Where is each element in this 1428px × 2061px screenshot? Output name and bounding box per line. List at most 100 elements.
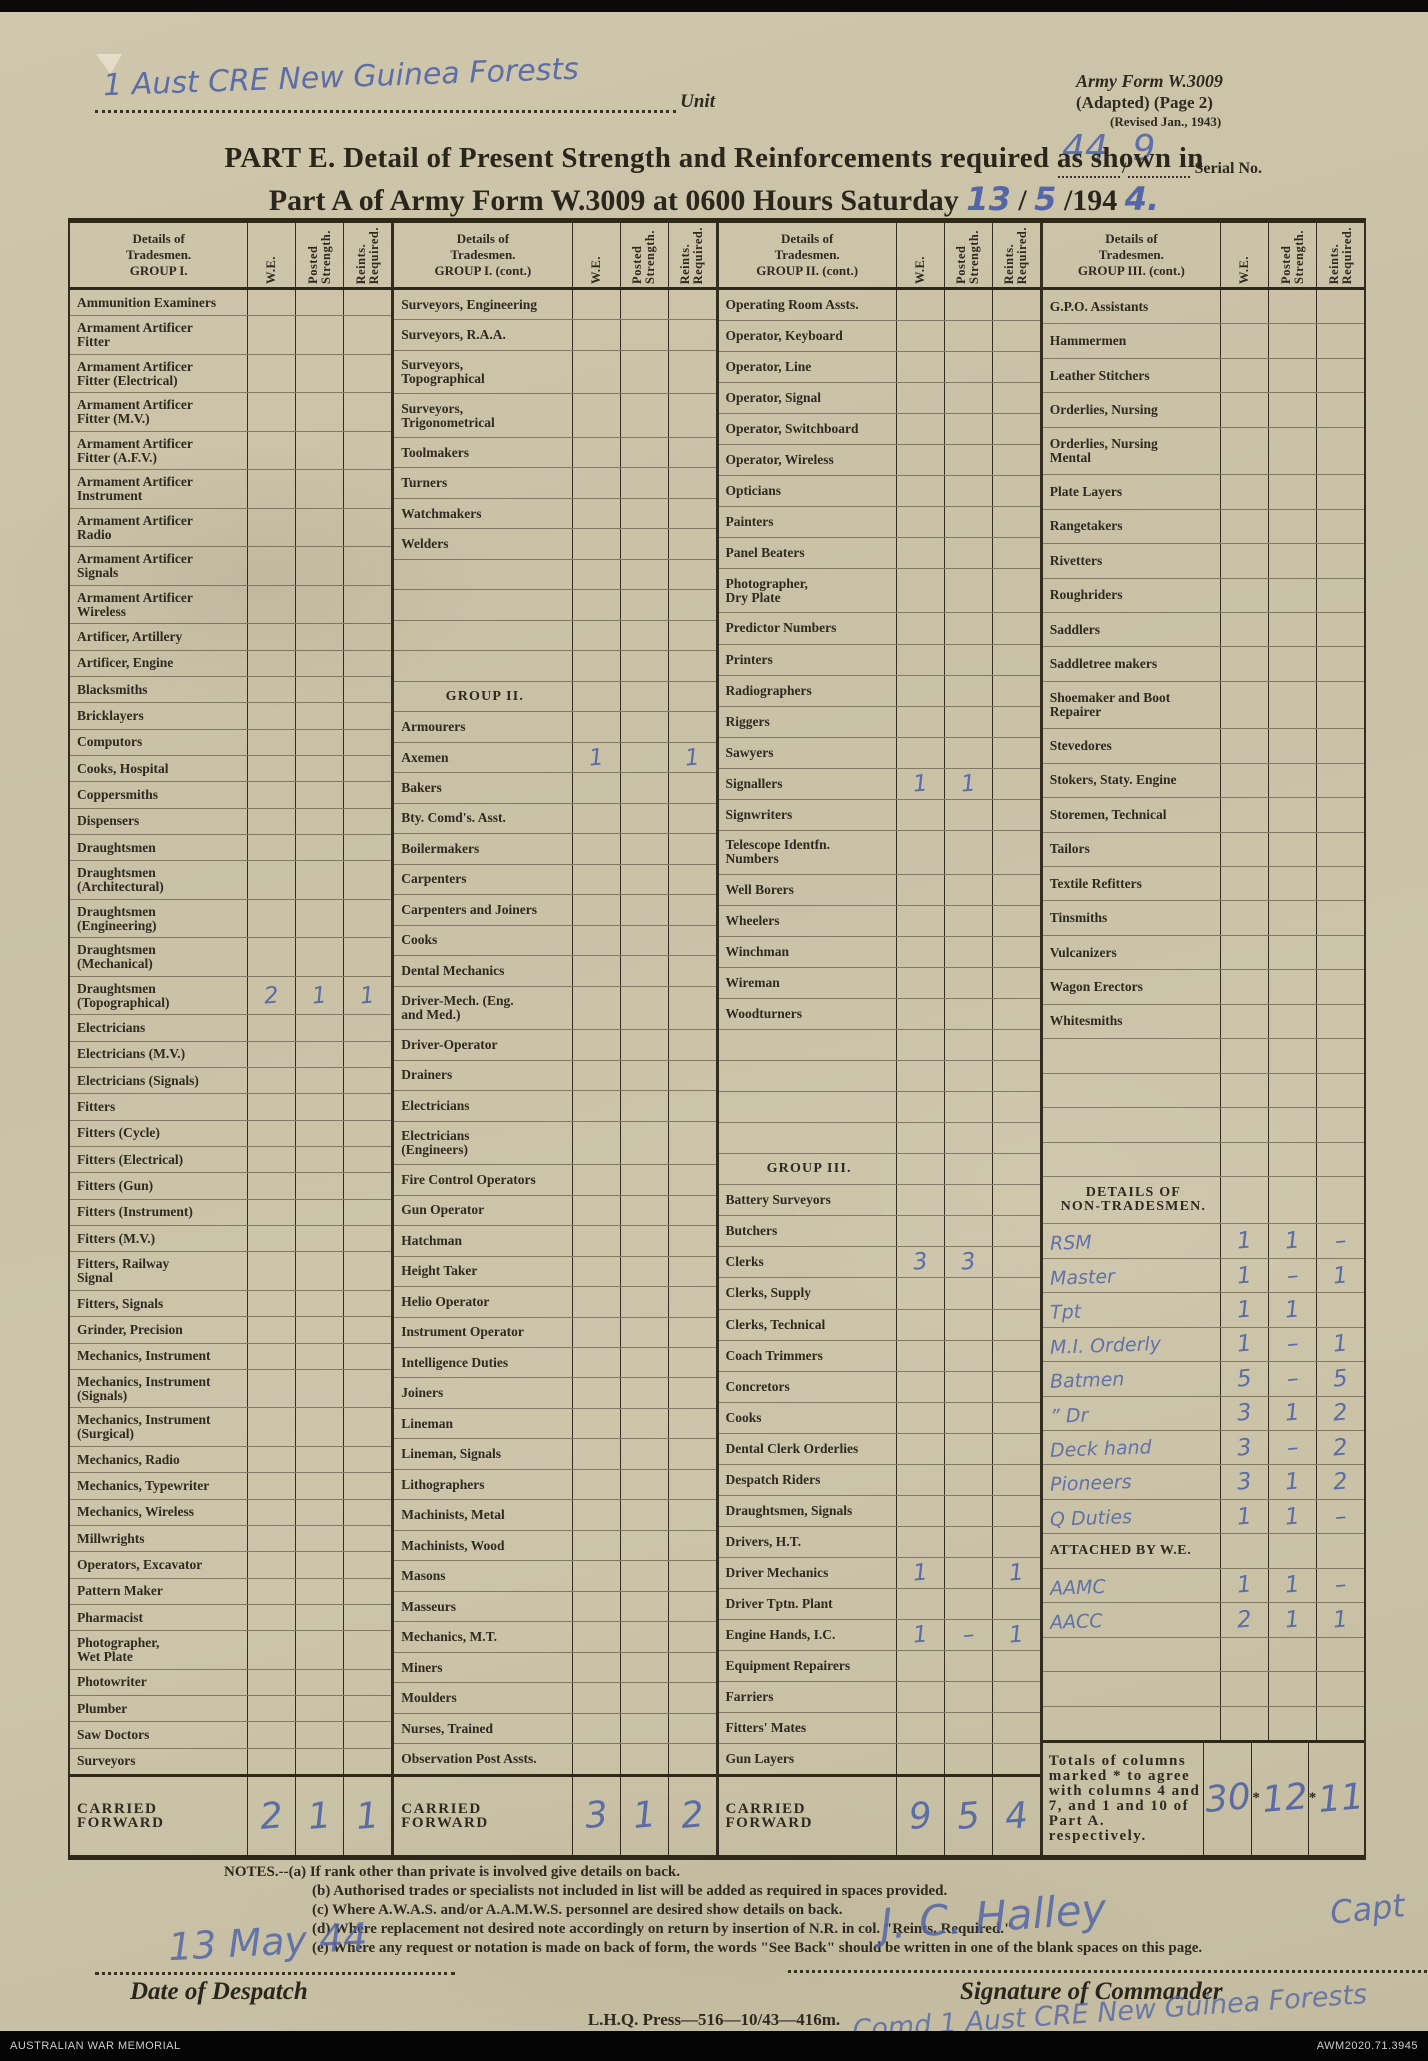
table-row: Machinists, Metal <box>394 1499 716 1530</box>
we-cell <box>247 1604 295 1631</box>
ps-cell <box>295 624 343 650</box>
ps-cell <box>1268 290 1316 324</box>
trade-label: Electricians (Engineers) <box>401 1127 470 1157</box>
blank-row <box>394 558 716 590</box>
trade-label: Carpenters <box>401 871 467 887</box>
unit-handwritten-value: 1 Aust CRE New Guinea Forests <box>102 51 580 104</box>
column-header-label: Reints. Required. <box>1002 226 1030 284</box>
trade-label: Surveyors, Engineering <box>401 296 538 312</box>
trade-label: Battery Surveyors <box>725 1192 831 1208</box>
we-cell <box>571 1530 620 1561</box>
trade-label: Armament Artificer Fitter <box>77 320 193 350</box>
rr-cell <box>343 808 391 835</box>
rr-cell <box>343 1525 391 1552</box>
ps-cell <box>295 835 343 861</box>
blank-row <box>1042 1038 1364 1073</box>
we-cell <box>247 861 295 899</box>
ps-cell <box>295 1722 343 1748</box>
trade-label: Plate Layers <box>1049 483 1123 499</box>
rr-cell: – <box>1316 1568 1364 1603</box>
trade-label <box>1043 1143 1220 1176</box>
we-cell <box>247 316 295 354</box>
trade-label: Despatch Riders <box>725 1471 821 1487</box>
table-row: Fitters (Gun) <box>70 1172 392 1199</box>
ps-cell <box>619 1317 668 1347</box>
handwritten-value: 1 <box>1284 1503 1301 1531</box>
ps-cell <box>943 1433 992 1464</box>
rr-cell <box>343 354 391 393</box>
rr-cell <box>1316 729 1364 763</box>
trade-label: Lithographers <box>401 1476 485 1492</box>
table-row: Armament Artificer Radio <box>70 507 392 547</box>
rr-cell <box>667 651 716 681</box>
handwritten-value: 1 <box>683 743 701 772</box>
rr-cell <box>667 1561 716 1591</box>
we-cell <box>895 538 944 569</box>
rr-cell <box>667 468 716 498</box>
carried-forward-label: CARRIED FORWARD <box>725 1801 813 1832</box>
ps-cell <box>1268 1073 1316 1108</box>
ps-cell <box>943 1340 992 1371</box>
we-cell <box>1220 290 1268 324</box>
handwritten-value: 3 <box>911 1248 929 1277</box>
handwritten-value: 2 <box>263 982 281 1010</box>
we-cell: 3 <box>1220 1431 1268 1465</box>
rr-cell <box>991 476 1040 507</box>
rr-cell <box>667 1439 716 1469</box>
section-header: GROUP II. <box>445 688 525 704</box>
table-row: Cooks <box>394 924 716 956</box>
rr-cell <box>667 1317 716 1347</box>
table-row: Q Duties 1 1 – <box>1042 1498 1364 1534</box>
we-cell <box>571 1744 620 1774</box>
trade-label: Printers <box>725 651 773 667</box>
trade-label: Driver Mechanics <box>725 1564 829 1580</box>
we-cell <box>1220 324 1268 358</box>
trade-label: Computors <box>77 734 143 750</box>
notes-block: NOTES.--(a) If rank other than private i… <box>224 1863 1334 1958</box>
ps-cell <box>295 1578 343 1604</box>
ps-cell <box>943 538 992 569</box>
handwritten-value: 3 <box>1236 1399 1253 1427</box>
table-row: Intelligence Duties <box>394 1346 716 1378</box>
rr-cell <box>343 1473 391 1499</box>
rr-cell <box>667 956 716 986</box>
ps-cell <box>295 1343 343 1369</box>
ps-cell <box>943 507 992 538</box>
ps-cell <box>295 585 343 624</box>
handwritten-value: 3 <box>959 1248 977 1277</box>
table-row: Coach Trimmers <box>718 1339 1040 1371</box>
note-a: NOTES.--(a) If rank other than private i… <box>224 1864 680 1880</box>
we-cell: 1 <box>1220 1258 1268 1293</box>
handwritten-value: – <box>961 1621 976 1649</box>
we-cell: 1 <box>1220 1327 1268 1362</box>
table-row: AAMC 1 1 – <box>1042 1567 1364 1603</box>
trade-label: Fire Control Operators <box>401 1171 536 1187</box>
group-rows: G.P.O. Assistants Hammermen Leather Stitch… <box>1042 290 1366 1855</box>
table-row: Armament Artificer Fitter (A.F.V.) <box>70 430 392 470</box>
trade-label: Dental Clerk Orderlies <box>725 1440 859 1456</box>
ps-cell <box>943 1123 992 1154</box>
table-row: Height Taker <box>394 1255 716 1287</box>
ps-cell <box>295 1446 343 1473</box>
we-cell <box>1220 1706 1268 1740</box>
trade-label: Armament Artificer Fitter (Electrical) <box>77 358 193 388</box>
we-cell <box>247 1226 295 1252</box>
table-row: Instrument Operator <box>394 1316 716 1347</box>
rr-cell <box>991 1154 1040 1185</box>
rr-cell <box>343 938 391 976</box>
we-cell <box>247 1290 295 1317</box>
trade-label: Operating Room Assts. <box>725 297 859 313</box>
we-cell <box>571 956 620 986</box>
table-row: Computors <box>70 728 392 756</box>
trade-label: Signallers <box>725 775 783 791</box>
ps-cell <box>943 1154 992 1185</box>
we-cell <box>1220 509 1268 544</box>
trade-label: Orderlies, Nursing <box>1049 402 1158 418</box>
rr-cell <box>343 1578 391 1604</box>
rr-cell <box>667 529 716 559</box>
table-row: Whitesmiths <box>1042 1003 1364 1039</box>
trade-label: Instrument Operator <box>401 1324 524 1340</box>
we-cell: 1 <box>1220 1224 1268 1258</box>
rr-cell <box>1316 867 1364 901</box>
